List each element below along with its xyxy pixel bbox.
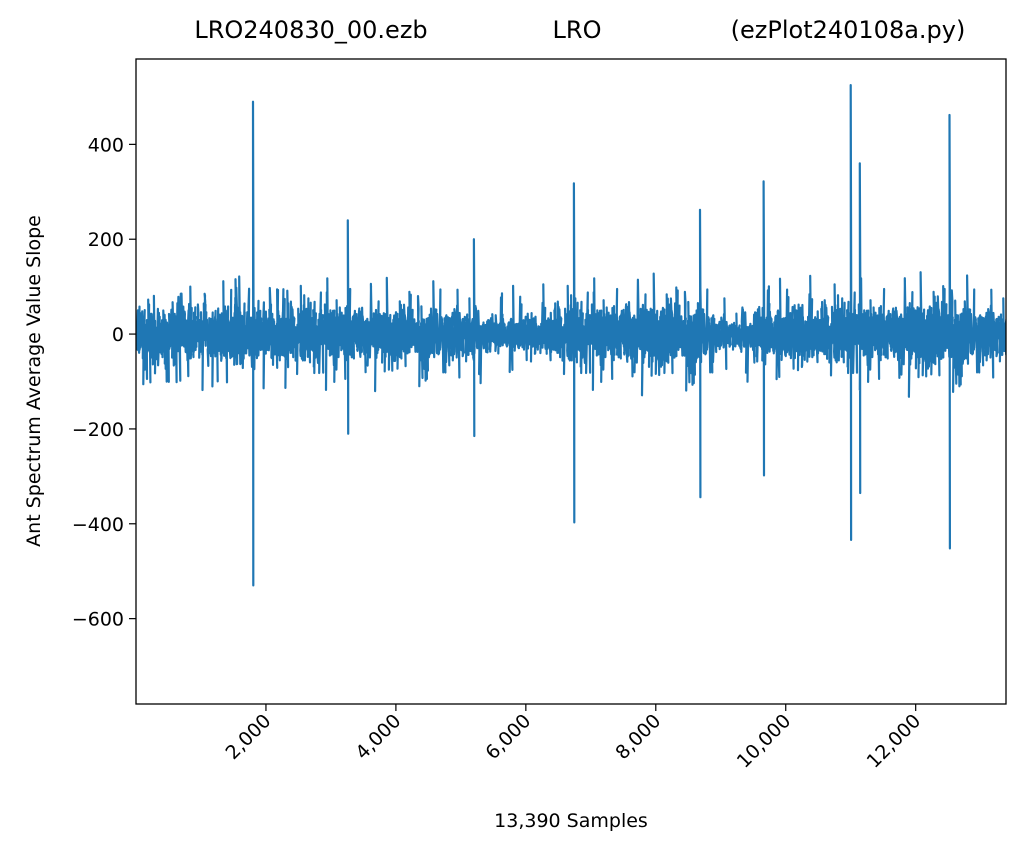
chart-title-left: LRO240830_00.ezb [194,16,427,44]
x-axis-label: 13,390 Samples [494,810,648,832]
y-tick-label: −200 [72,419,124,441]
x-tick-label: 8,000 [611,710,665,764]
plot-area-frame [135,58,1007,705]
chart-title-right: (ezPlot240108a.py) [731,16,966,44]
chart-title-center: LRO [553,16,602,44]
series-line [136,84,1006,587]
y-tick-label: 400 [88,134,124,156]
y-axis-label: Ant Spectrum Average Value Slope [23,215,45,547]
y-tick-label: 0 [112,324,124,346]
y-tick-label: −400 [72,514,124,536]
x-tick-label: 12,000 [863,710,926,773]
y-tick-label: 200 [88,229,124,251]
x-axis: 2,000 4,000 6,000 8,000 10,000 12,000 [221,704,925,773]
x-tick-label: 4,000 [351,710,405,764]
x-tick-label: 10,000 [733,710,796,773]
y-axis: 400 200 0 −200 −400 −600 [72,134,136,631]
y-tick-label: −600 [72,609,124,631]
x-tick-label: 6,000 [481,710,535,764]
x-tick-label: 2,000 [221,710,275,764]
series-line-path [136,84,1006,587]
